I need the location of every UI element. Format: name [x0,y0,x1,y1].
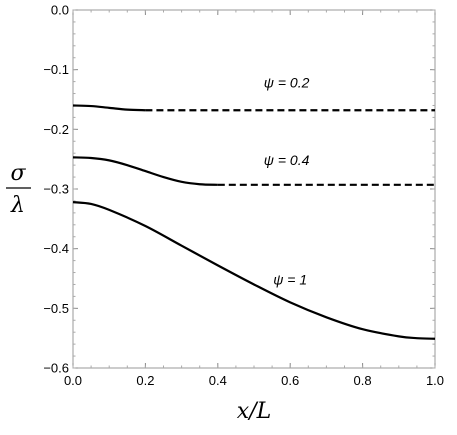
y-axis-label: σ λ [6,161,31,218]
y-tick-label: −0.6 [43,361,69,376]
series-1-solid-line [72,156,218,186]
y-tick-label: −0.5 [43,301,69,316]
series-0-solid-line [72,104,146,112]
annotation-psi-label: ψ = 0.2 [264,75,310,91]
x-tick-label: 0.6 [281,373,299,388]
annotation-psi-label: ψ = 1 [273,271,307,287]
y-tick-label: −0.3 [43,182,69,197]
x-tick-label: 0.8 [354,373,372,388]
x-tick-label: 0.2 [136,373,154,388]
series-lines [72,104,436,340]
x-axis-label: x/L [237,399,271,424]
x-tick-label: 0.0 [64,373,82,388]
x-tick-label: 0.4 [209,373,227,388]
ticks [72,9,436,369]
y-axis-label-numerator: σ [10,161,26,186]
y-axis-label-denominator: λ [10,193,25,218]
y-tick-label: −0.2 [43,122,69,137]
tick-labels: 0.0 0.2 0.4 0.6 0.8 1.0 0.0 −0.1 −0.2 −0.3 −0.4 −0.… [43,3,444,389]
y-tick-label: 0.0 [51,3,69,18]
x-tick-label: 1.0 [426,373,444,388]
series-2-solid-line [72,201,436,340]
annotations: ψ = 0.2 ψ = 0.4 ψ = 1 [264,75,310,288]
y-tick-label: −0.1 [43,62,69,77]
y-tick-label: −0.4 [43,241,69,256]
annotation-psi-label: ψ = 0.4 [264,152,310,168]
plot-frame [72,9,436,369]
